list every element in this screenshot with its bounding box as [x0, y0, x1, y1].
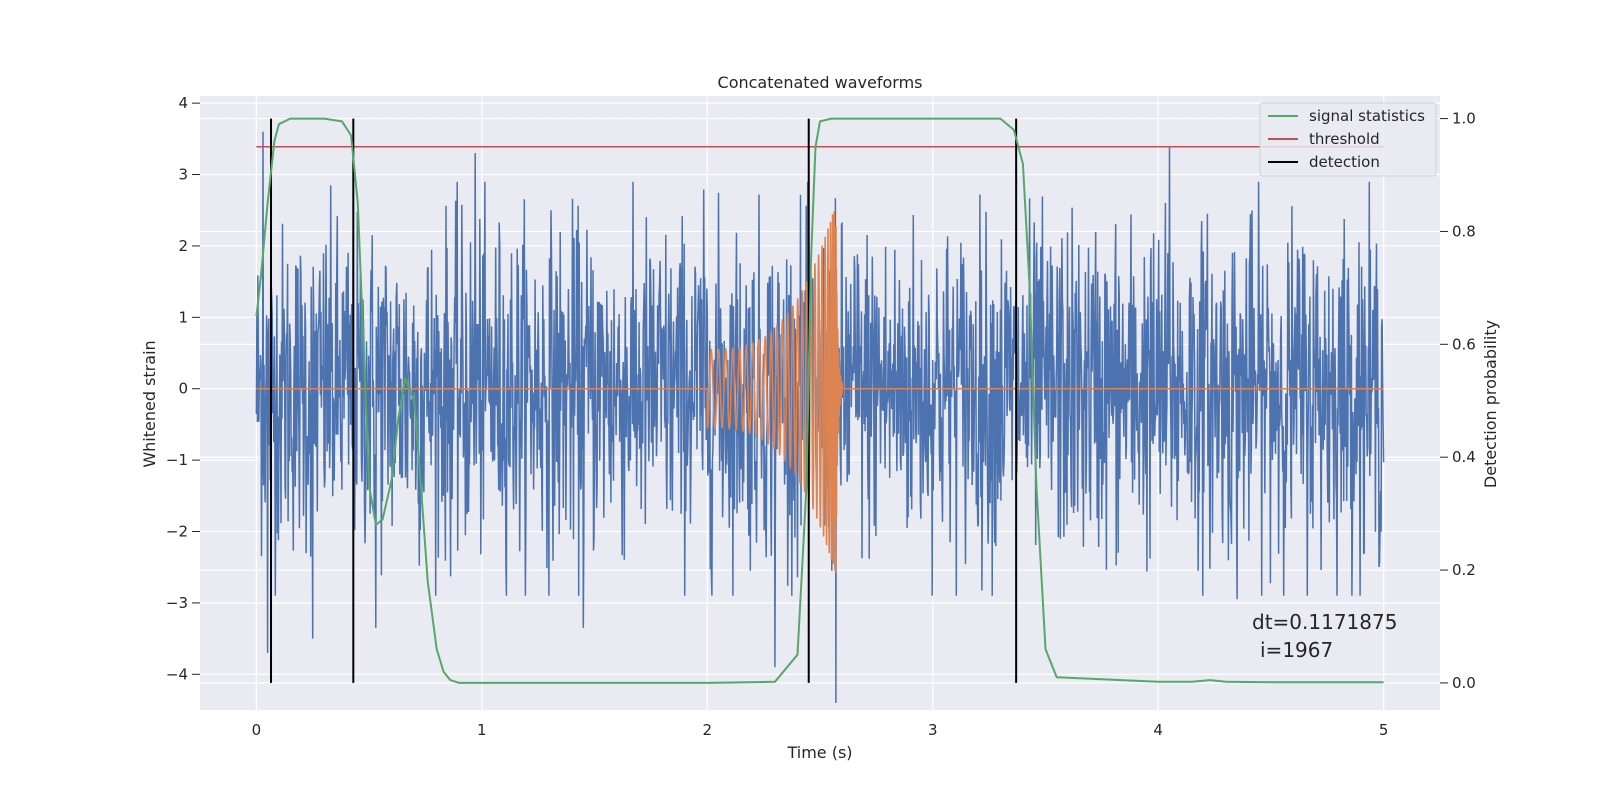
- y2-tick-label: 0.8: [1452, 222, 1476, 240]
- y2-tick-label: 0.2: [1452, 561, 1476, 579]
- x-tick-label: 5: [1379, 721, 1389, 739]
- y-tick-label: 3: [178, 166, 188, 184]
- y-tick-label: 4: [178, 94, 188, 112]
- series-layer: [255, 117, 1385, 703]
- legend-label-detection: detection: [1309, 153, 1380, 171]
- y2-tick-label: 0.0: [1452, 674, 1476, 692]
- x-tick-label: 1: [477, 721, 487, 739]
- x-tick-label: 3: [928, 721, 938, 739]
- signal-statistics-line: [255, 117, 1384, 684]
- annotation-dt: dt=0.1171875: [1252, 610, 1397, 634]
- legend-label-threshold: threshold: [1309, 130, 1380, 148]
- legend: signal statistics threshold detection: [1259, 102, 1437, 177]
- annotation-i: i=1967: [1260, 638, 1333, 662]
- x-tick-label: 4: [1153, 721, 1163, 739]
- y-tick-label: −2: [166, 523, 188, 541]
- legend-label-signal-statistics: signal statistics: [1309, 107, 1425, 125]
- legend-box: [1259, 102, 1437, 177]
- y-tick-label: 2: [178, 237, 188, 255]
- x-tick-label: 0: [252, 721, 262, 739]
- injected-signal-line: [256, 211, 1384, 573]
- tick-labels: 0 1 2 3 4 5 −4 −3 −2 −1 0 1 2 3 4 0.0 0.2 0.4 0.6 0.8 1.0: [166, 94, 1476, 739]
- y2-tick-label: 0.4: [1452, 448, 1476, 466]
- chart-title: Concatenated waveforms: [718, 73, 923, 92]
- y-tick-label: −4: [166, 665, 188, 683]
- y-tick-label: −1: [166, 451, 188, 469]
- y2-tick-label: 0.6: [1452, 335, 1476, 353]
- y2-tick-label: 1.0: [1452, 110, 1476, 128]
- y-tick-label: −3: [166, 594, 188, 612]
- y-axis-label: Whitened strain: [140, 340, 159, 467]
- x-tick-label: 2: [702, 721, 712, 739]
- y-tick-label: 1: [178, 308, 188, 326]
- y2-axis-label: Detection probability: [1481, 320, 1500, 488]
- x-axis-label: Time (s): [786, 743, 852, 762]
- y-tick-label: 0: [178, 380, 188, 398]
